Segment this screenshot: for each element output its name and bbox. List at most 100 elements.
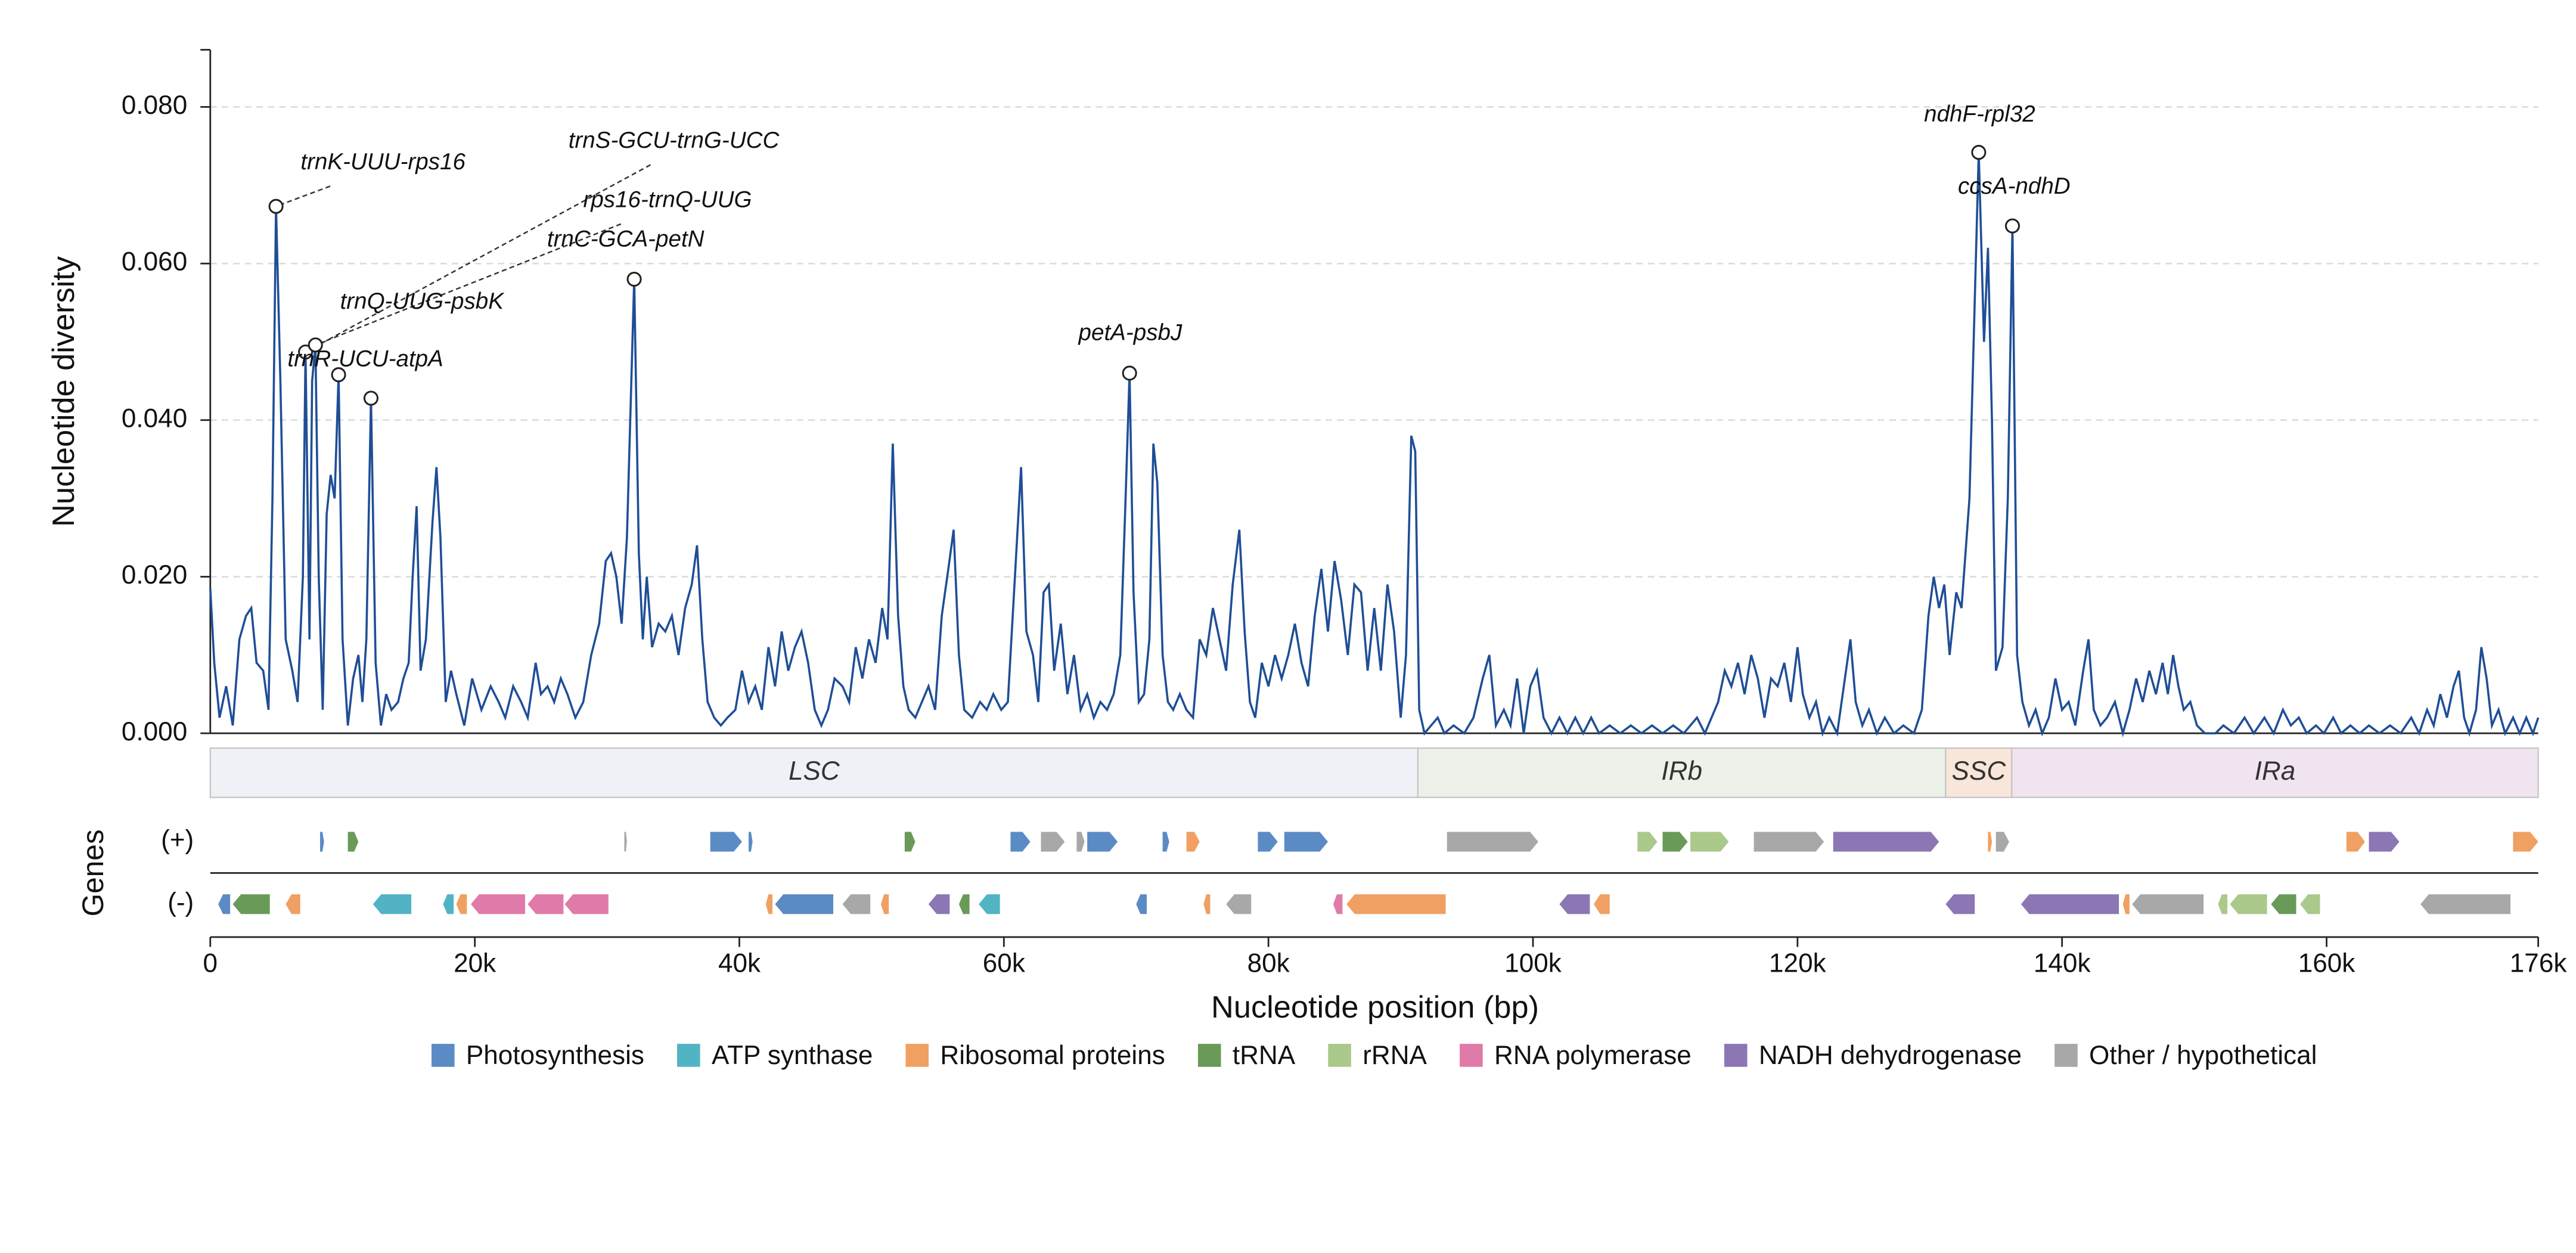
region-label: IRa [2255, 756, 2296, 786]
y-tick-label: 0.000 [122, 717, 187, 746]
gene [218, 894, 231, 914]
y-tick-label: 0.020 [122, 560, 187, 590]
gene [1186, 832, 1200, 852]
gene [765, 894, 772, 914]
x-tick-label: 140k [2034, 948, 2091, 978]
gene [749, 832, 753, 852]
gene [347, 832, 359, 852]
gene [527, 894, 564, 914]
gene [1637, 832, 1658, 852]
annotation-leader [315, 223, 622, 346]
gene [1076, 832, 1085, 852]
gene [1559, 894, 1590, 914]
gene [456, 894, 467, 914]
legend-swatch [1724, 1044, 1748, 1067]
y-axis-label: Nucleotide diversity [46, 256, 81, 527]
gene [320, 832, 324, 852]
annotation-label: trnC-GCA-petN [547, 226, 704, 252]
annotation-label: rps16-trnQ-UUG [584, 187, 752, 212]
gene [373, 894, 412, 914]
gene [1662, 832, 1688, 852]
y-tick-label: 0.060 [122, 247, 187, 277]
gene [710, 832, 742, 852]
gene [285, 894, 300, 914]
gene [1258, 832, 1278, 852]
annotation-point [268, 199, 284, 214]
annotation-point [1122, 365, 1137, 381]
annotation-point [626, 271, 642, 287]
gene [1136, 894, 1147, 914]
annotation-label: trnR-UCU-atpA [287, 346, 443, 372]
gene [2021, 894, 2119, 914]
region [209, 747, 1419, 798]
legend-swatch [432, 1044, 455, 1067]
gene [1833, 832, 1939, 852]
x-tick-label: 160k [2298, 948, 2356, 978]
legend-label: NADH dehydrogenase [1759, 1041, 2022, 1070]
x-tick-label: 120k [1769, 948, 1827, 978]
y-tick-label: 0.040 [122, 404, 187, 433]
legend-swatch [1328, 1044, 1351, 1067]
annotation-point [298, 344, 314, 360]
annotation-point [363, 390, 378, 406]
x-axis-label: Nucleotide position (bp) [1211, 990, 1539, 1025]
gene [232, 894, 270, 914]
gene [1945, 894, 1975, 914]
annotation-label: ndhF-rpl32 [1924, 101, 2035, 127]
gene [1041, 832, 1065, 852]
annotation-label: trnS-GCU-trnG-UCC [569, 128, 780, 153]
track-label: (+) [161, 826, 194, 855]
annotation-point [2004, 218, 2021, 234]
region-label: SSC [1952, 756, 2007, 786]
gene [1087, 832, 1118, 852]
gene [1988, 832, 1992, 852]
legend-swatch [905, 1044, 929, 1067]
annotation-label: petA-psbJ [1078, 320, 1183, 346]
gene [1010, 832, 1031, 852]
annotation-label: ccsA-ndhD [1958, 173, 2071, 199]
gene [979, 894, 1000, 914]
genes-label: Genes [76, 829, 110, 916]
gene [2513, 832, 2538, 852]
gene [2420, 894, 2511, 914]
gene [2369, 832, 2400, 852]
legend-label: rRNA [1363, 1041, 1427, 1070]
track-label: (-) [167, 888, 194, 917]
legend-label: Photosynthesis [466, 1041, 644, 1070]
region [2011, 747, 2539, 798]
region-label: LSC [789, 756, 840, 786]
annotation-point [331, 367, 346, 383]
legend-label: ATP synthase [712, 1041, 873, 1070]
gene [1346, 894, 1446, 914]
diversity-line [209, 152, 2540, 738]
legend-label: RNA polymerase [1494, 1041, 1692, 1070]
legend-swatch [677, 1044, 700, 1067]
legend-swatch [1197, 1044, 1221, 1067]
annotation-label: trnQ-UUG-psbK [340, 289, 505, 314]
gene [1333, 894, 1343, 914]
x-tick-label: 176k [2510, 948, 2568, 978]
x-tick-label: 0 [203, 948, 218, 978]
gene [1226, 894, 1252, 914]
region-label: IRb [1661, 756, 1702, 786]
gene [2230, 894, 2267, 914]
gene [624, 832, 627, 852]
gene [2218, 894, 2228, 914]
gene [775, 894, 834, 914]
gene [1162, 832, 1169, 852]
x-tick-label: 80k [1247, 948, 1290, 978]
gene [904, 832, 915, 852]
gene [2346, 832, 2365, 852]
gene [1753, 832, 1824, 852]
annotation-point [1971, 145, 1987, 160]
region [1945, 747, 2013, 798]
gene [880, 894, 889, 914]
gene [2300, 894, 2320, 914]
gene [2132, 894, 2204, 914]
gene [1203, 894, 1211, 914]
gene [1594, 894, 1610, 914]
legend-label: Ribosomal proteins [940, 1041, 1165, 1070]
legend-swatch [2054, 1044, 2078, 1067]
